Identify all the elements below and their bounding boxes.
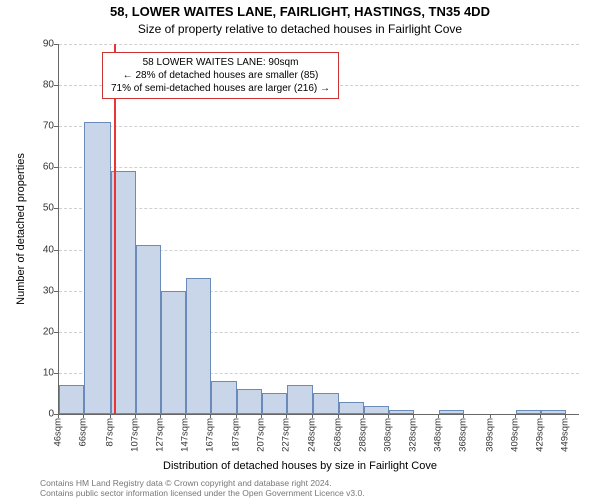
histogram-bar: [161, 291, 186, 414]
histogram-bar: [186, 278, 211, 414]
annotation-box: 58 LOWER WAITES LANE: 90sqm ← 28% of det…: [102, 52, 339, 99]
chart-container: 58, LOWER WAITES LANE, FAIRLIGHT, HASTIN…: [0, 0, 600, 500]
histogram-bar: [339, 402, 364, 414]
histogram-bar: [364, 406, 389, 414]
histogram-bar: [287, 385, 313, 414]
x-axis-label: Distribution of detached houses by size …: [0, 460, 600, 472]
x-tick-label: 207sqm: [255, 418, 266, 452]
y-axis-label-wrap: Number of detached properties: [14, 0, 28, 458]
histogram-bar: [541, 410, 566, 414]
x-tick-label: 147sqm: [180, 418, 191, 452]
x-tick-label: 449sqm: [560, 418, 571, 452]
y-tick-mark: [54, 250, 58, 251]
chart-subtitle: Size of property relative to detached ho…: [0, 22, 600, 36]
histogram-bar: [262, 393, 287, 414]
x-tick-label: 389sqm: [484, 418, 495, 452]
plot-area: [58, 44, 579, 415]
x-tick-label: 107sqm: [129, 418, 140, 452]
x-tick-label: 87sqm: [104, 418, 115, 447]
y-tick-label: 30: [24, 285, 54, 296]
histogram-bar: [136, 245, 161, 414]
y-tick-label: 60: [24, 162, 54, 173]
histogram-bar: [389, 410, 414, 414]
chart-title: 58, LOWER WAITES LANE, FAIRLIGHT, HASTIN…: [0, 4, 600, 19]
x-tick-label: 66sqm: [78, 418, 89, 447]
y-tick-label: 40: [24, 244, 54, 255]
x-tick-label: 187sqm: [230, 418, 241, 452]
y-tick-label: 50: [24, 203, 54, 214]
y-tick-label: 0: [24, 409, 54, 420]
x-tick-label: 429sqm: [535, 418, 546, 452]
footer-text: Contains HM Land Registry data © Crown c…: [40, 478, 365, 498]
annotation-line-3: 71% of semi-detached houses are larger (…: [111, 82, 330, 95]
x-tick-label: 409sqm: [510, 418, 521, 452]
histogram-bar: [84, 122, 110, 414]
annotation-line-2: ← 28% of detached houses are smaller (85…: [111, 69, 330, 82]
x-tick-label: 248sqm: [307, 418, 318, 452]
marker-line: [114, 44, 116, 414]
y-tick-mark: [54, 167, 58, 168]
y-tick-mark: [54, 126, 58, 127]
grid-line: [59, 126, 579, 127]
y-tick-label: 10: [24, 367, 54, 378]
footer-line-2: Contains public sector information licen…: [40, 488, 365, 498]
histogram-bar: [516, 410, 541, 414]
y-tick-mark: [54, 332, 58, 333]
histogram-bar: [59, 385, 84, 414]
grid-line: [59, 44, 579, 45]
grid-line: [59, 167, 579, 168]
y-tick-label: 70: [24, 121, 54, 132]
x-tick-label: 348sqm: [433, 418, 444, 452]
y-tick-mark: [54, 44, 58, 45]
x-tick-label: 368sqm: [458, 418, 469, 452]
histogram-bar: [237, 389, 262, 414]
y-tick-label: 80: [24, 80, 54, 91]
histogram-bar: [313, 393, 338, 414]
x-tick-label: 46sqm: [53, 418, 64, 447]
y-tick-mark: [54, 85, 58, 86]
y-tick-mark: [54, 291, 58, 292]
x-tick-label: 268sqm: [332, 418, 343, 452]
footer-line-1: Contains HM Land Registry data © Crown c…: [40, 478, 365, 488]
annotation-line-1: 58 LOWER WAITES LANE: 90sqm: [111, 56, 330, 69]
x-tick-label: 328sqm: [408, 418, 419, 452]
y-axis-label: Number of detached properties: [15, 153, 27, 305]
x-tick-label: 127sqm: [154, 418, 165, 452]
y-tick-mark: [54, 208, 58, 209]
y-tick-label: 90: [24, 39, 54, 50]
x-tick-label: 308sqm: [382, 418, 393, 452]
y-tick-mark: [54, 373, 58, 374]
x-tick-label: 167sqm: [205, 418, 216, 452]
y-tick-label: 20: [24, 326, 54, 337]
histogram-bar: [211, 381, 236, 414]
grid-line: [59, 208, 579, 209]
x-tick-label: 227sqm: [280, 418, 291, 452]
histogram-bar: [439, 410, 464, 414]
x-tick-label: 288sqm: [357, 418, 368, 452]
